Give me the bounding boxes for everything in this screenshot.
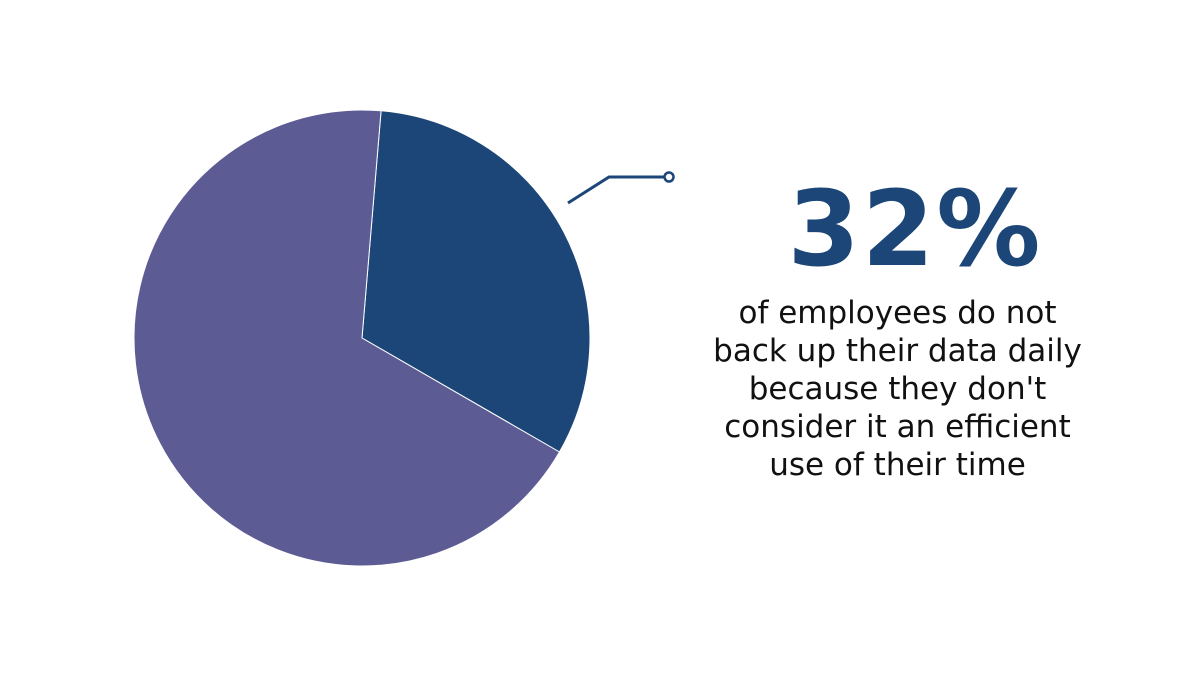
callout-leader-line — [567, 175, 665, 205]
callout-percentage: 32% — [787, 168, 1043, 290]
callout-leader-dot — [663, 171, 675, 183]
pie-slice-0 — [361, 110, 591, 453]
callout-description: of employees do not back up their data d… — [713, 295, 1082, 483]
pie-slice-1 — [133, 109, 561, 567]
